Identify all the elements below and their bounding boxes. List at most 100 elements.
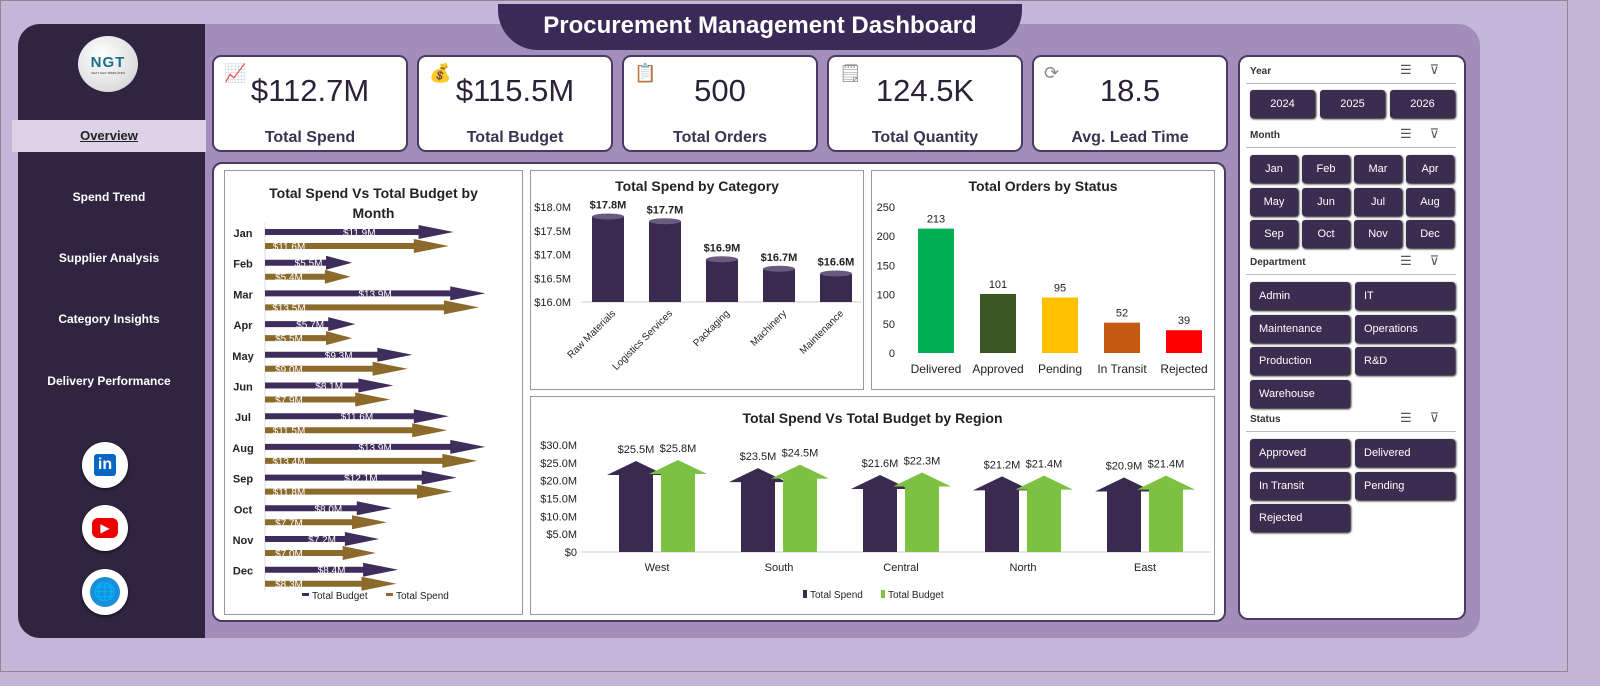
y-tick-label: 150 <box>877 260 895 272</box>
bar-arrow-budget <box>265 409 449 424</box>
bar-arrow-spend <box>265 392 391 407</box>
clear-filter-icon[interactable]: ⊽ <box>1429 126 1458 141</box>
legend-swatch <box>302 593 309 596</box>
slicer-item-month[interactable]: Aug <box>1406 187 1454 216</box>
slicer-divider <box>1246 83 1456 84</box>
slicer-item-department[interactable]: Maintenance <box>1250 314 1350 343</box>
y-tick-label: 0 <box>889 348 895 360</box>
slicer-item-department[interactable]: Warehouse <box>1250 379 1350 408</box>
legend-label: Total Budget <box>312 591 368 602</box>
bar-arrow-spend <box>265 576 397 591</box>
slicer-item-month[interactable]: Jan <box>1250 155 1298 183</box>
nav-delivery-performance[interactable]: Delivery Performance <box>47 374 171 388</box>
y-tick-label: $17.5M <box>534 226 571 238</box>
slicer-tools-month: ☰⊽ <box>1400 126 1457 142</box>
data-label: 213 <box>927 214 945 226</box>
bar-arrow-spend <box>265 331 353 346</box>
multi-select-icon[interactable]: ☰ <box>1400 62 1430 77</box>
slicer-title-month: Month <box>1250 130 1280 141</box>
data-label: $13.5M <box>272 303 305 314</box>
slicer-item-department[interactable]: Production <box>1250 347 1350 375</box>
slicer-tools-year: ☰⊽ <box>1400 62 1457 78</box>
data-label: $5.5M <box>275 334 303 345</box>
slicer-item-status[interactable]: Pending <box>1355 471 1455 500</box>
y-tick-label: Jul <box>235 412 251 424</box>
money-bag-icon: 💰 <box>429 63 452 83</box>
nav-overview[interactable]: Overview <box>12 120 206 152</box>
slicer-item-month[interactable]: May <box>1250 187 1298 216</box>
slicer-title-department: Department <box>1250 257 1306 268</box>
clear-filter-icon[interactable]: ⊽ <box>1429 253 1458 268</box>
bar-arrow-spend <box>265 453 478 468</box>
nav-spend-trend[interactable]: Spend Trend <box>72 190 146 204</box>
website-button[interactable]: 🌐 <box>82 569 128 615</box>
bar-arrow-spend <box>265 361 408 376</box>
data-label: $25.5M <box>618 444 655 456</box>
kpi-total-spend: 📈 $112.7M Total Spend <box>212 55 408 152</box>
kpi-total-budget: 💰 $115.5M Total Budget <box>417 55 613 152</box>
slicer-item-department[interactable]: Admin <box>1250 282 1350 310</box>
slicer-item-year[interactable]: 2026 <box>1390 90 1455 118</box>
slicer-item-month[interactable]: Oct <box>1302 220 1350 248</box>
slicer-item-department[interactable]: R&D <box>1355 347 1455 375</box>
chart-title: Total Spend Vs Total Budget by Month <box>269 185 478 221</box>
bar-arrow-budget <box>265 255 353 270</box>
data-label: $8.0M <box>314 504 342 515</box>
data-label: $21.4M <box>1148 459 1185 471</box>
bar-arrow-budget <box>265 317 356 332</box>
slicer-item-month[interactable]: Feb <box>1302 155 1350 183</box>
slicer-item-month[interactable]: Nov <box>1354 220 1402 248</box>
linkedin-button[interactable]: in <box>82 442 128 488</box>
y-tick-label: $30.0M <box>540 440 577 452</box>
data-label: 39 <box>1178 315 1190 327</box>
slicer-item-month[interactable]: Apr <box>1406 155 1454 183</box>
slicer-item-status[interactable]: Delivered <box>1355 439 1455 467</box>
bar-cap <box>592 213 624 220</box>
slicer-item-month[interactable]: Jul <box>1354 187 1402 216</box>
multi-select-icon[interactable]: ☰ <box>1400 126 1430 141</box>
data-label: $23.5M <box>740 451 777 463</box>
data-label: $5.5M <box>295 259 323 270</box>
slicer-item-year[interactable]: 2024 <box>1250 90 1315 118</box>
data-label: $7.0M <box>275 549 303 560</box>
slicer-item-year[interactable]: 2025 <box>1320 90 1385 118</box>
nav-supplier-analysis[interactable]: Supplier Analysis <box>58 251 160 265</box>
data-label: $13.9M <box>358 443 391 454</box>
slicer-item-department[interactable]: Operations <box>1355 314 1455 343</box>
data-label: $12.1M <box>344 474 377 485</box>
slicer-item-status[interactable]: Approved <box>1250 439 1350 467</box>
chart-spend-by-category: Total Spend by Category $16.0M $16.5M $17.… <box>530 170 864 390</box>
clear-filter-icon[interactable]: ⊽ <box>1429 410 1458 425</box>
data-label: $16.9M <box>704 242 741 254</box>
y-tick-label: May <box>232 351 254 363</box>
chart-title: Total Spend by Category <box>615 178 779 194</box>
clear-filter-icon[interactable]: ⊽ <box>1429 62 1458 77</box>
bar <box>706 259 738 302</box>
data-label: $5.4M <box>275 273 303 284</box>
multi-select-icon[interactable]: ☰ <box>1400 410 1430 425</box>
bar-arrow-budget <box>265 286 486 301</box>
bar-arrow-budget <box>265 562 399 577</box>
bar-arrow-budget <box>265 439 486 454</box>
slicer-item-status[interactable]: Rejected <box>1250 504 1350 532</box>
y-tick-label: Nov <box>233 535 255 547</box>
y-tick-label: 50 <box>883 319 895 331</box>
slicer-item-month[interactable]: Dec <box>1406 220 1454 248</box>
bar <box>980 294 1016 353</box>
slicer-item-month[interactable]: Sep <box>1250 220 1298 248</box>
slicer-item-status[interactable]: In Transit <box>1250 471 1350 500</box>
bar-arrow-budget <box>771 464 829 552</box>
slicer-item-department[interactable]: IT <box>1355 282 1455 310</box>
status-chart-svg: 0 50 100 150 200 250 213 Delivered 101 Approved 95… <box>877 202 1208 376</box>
slicer-item-month[interactable]: Jun <box>1302 187 1350 216</box>
x-tick-label: Pending <box>1038 362 1082 376</box>
nav-category-insights[interactable]: Category Insights <box>58 312 160 326</box>
clipboard-icon: 📋 <box>634 63 657 83</box>
slicer-item-month[interactable]: Mar <box>1354 155 1402 183</box>
bar-arrow-spend <box>265 300 479 315</box>
legend-swatch <box>386 593 393 596</box>
multi-select-icon[interactable]: ☰ <box>1400 253 1430 268</box>
youtube-button[interactable]: ▶ <box>82 505 128 551</box>
slicer-divider <box>1246 274 1456 275</box>
bar-arrow-spend <box>265 239 449 253</box>
